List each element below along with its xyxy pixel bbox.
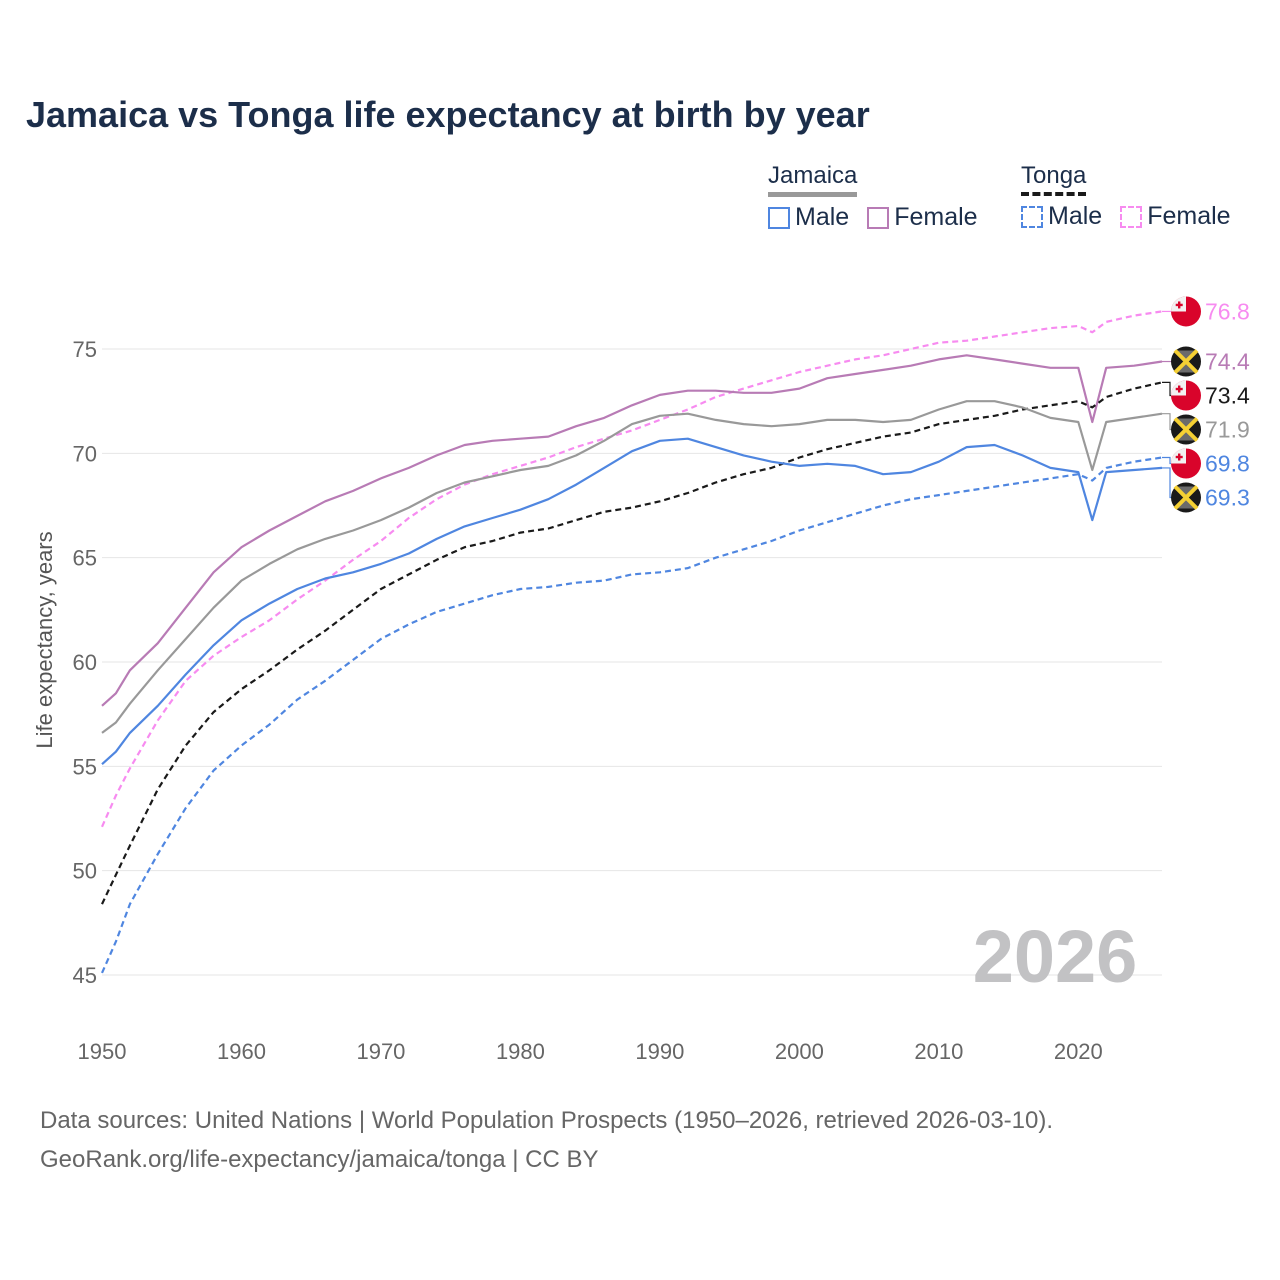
end-value-label: 71.9 — [1205, 417, 1250, 443]
flag-cross — [1175, 303, 1183, 307]
flag-saltire — [1173, 417, 1199, 442]
jamaica-flag-icon — [1171, 346, 1201, 377]
tonga-flag-icon — [1171, 380, 1201, 411]
jamaica-flag-icon — [1171, 414, 1201, 445]
flag-cross — [1175, 455, 1183, 459]
flag-saltire — [1173, 485, 1199, 510]
legend-tonga-male[interactable]: Male — [1021, 202, 1102, 231]
tonga-flag-icon — [1171, 448, 1201, 479]
y-tick-label: 45 — [73, 963, 97, 988]
series-line-jamaica-male[interactable] — [101, 437, 1163, 766]
legend-label: Female — [894, 203, 978, 231]
flag-cross — [1175, 387, 1183, 391]
series-line-tonga[interactable] — [101, 381, 1163, 905]
x-tick-label: 1970 — [356, 1039, 405, 1064]
legend-swatch — [1021, 205, 1043, 228]
end-value-label: 69.8 — [1205, 451, 1250, 477]
x-tick-label: 1950 — [78, 1039, 127, 1064]
footer-link[interactable]: GeoRank.org/life-expectancy/jamaica/tong… — [40, 1146, 599, 1173]
legend-label: Male — [795, 203, 850, 231]
legend-label: Female — [1147, 202, 1231, 230]
x-tick-label: 1980 — [496, 1039, 545, 1064]
legend-label: Male — [1048, 202, 1103, 230]
chart-title: Jamaica vs Tonga life expectancy at birt… — [26, 94, 870, 135]
y-axis-label: Life expectancy, years — [32, 531, 57, 748]
y-tick-label: 70 — [73, 441, 97, 466]
legend-jamaica-female[interactable]: Female — [867, 203, 978, 232]
legend-swatch — [768, 206, 790, 229]
end-value-label: 73.4 — [1205, 383, 1250, 409]
legend-country-jamaica: Jamaica — [768, 162, 858, 197]
x-tick-label: 1990 — [635, 1039, 684, 1064]
legend-country-tonga: Tonga — [1021, 162, 1087, 196]
legend-swatch — [867, 206, 890, 229]
y-tick-label: 60 — [73, 650, 97, 675]
y-tick-label: 75 — [73, 337, 97, 362]
end-value-label: 76.8 — [1205, 298, 1250, 324]
jamaica-flag-icon — [1171, 482, 1201, 513]
end-value-label: 74.4 — [1205, 349, 1250, 375]
y-tick-label: 50 — [73, 859, 97, 884]
series-line-jamaica[interactable] — [101, 400, 1163, 734]
legend-jamaica-male[interactable]: Male — [768, 203, 849, 232]
end-value-label: 69.3 — [1205, 485, 1250, 511]
x-tick-label: 2010 — [914, 1039, 963, 1064]
footer-sources: Data sources: United Nations | World Pop… — [40, 1107, 1054, 1134]
x-tick-label: 2000 — [775, 1039, 824, 1064]
year-watermark: 2026 — [973, 915, 1138, 998]
series-line-jamaica-female[interactable] — [101, 354, 1163, 707]
x-tick-label: 1960 — [217, 1039, 266, 1064]
tonga-flag-icon — [1171, 296, 1201, 327]
legend-jamaica: Jamaica Male Female — [768, 162, 978, 232]
legend-tonga-female[interactable]: Female — [1120, 202, 1231, 231]
flag-saltire — [1173, 349, 1199, 374]
series-line-tonga-female[interactable] — [100, 310, 1163, 828]
legend-swatch — [1120, 205, 1143, 228]
y-tick-label: 65 — [73, 546, 97, 571]
series-line-tonga-male[interactable] — [100, 456, 1163, 974]
legend-tonga: Tonga Male Female — [1021, 162, 1231, 231]
y-tick-label: 55 — [73, 754, 97, 779]
x-tick-label: 2020 — [1054, 1039, 1103, 1064]
